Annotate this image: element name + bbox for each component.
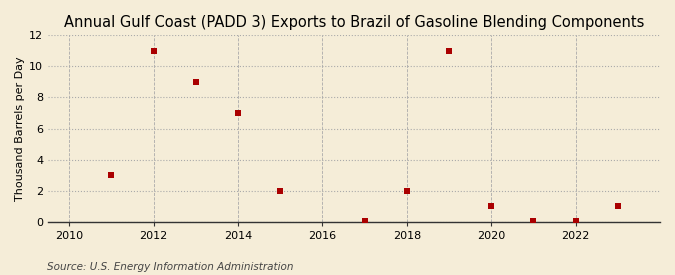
- Point: [359, 219, 370, 224]
- Point: [148, 49, 159, 53]
- Y-axis label: Thousand Barrels per Day: Thousand Barrels per Day: [15, 56, 25, 201]
- Point: [275, 188, 286, 193]
- Title: Annual Gulf Coast (PADD 3) Exports to Brazil of Gasoline Blending Components: Annual Gulf Coast (PADD 3) Exports to Br…: [64, 15, 644, 30]
- Point: [570, 219, 581, 224]
- Point: [402, 188, 412, 193]
- Point: [443, 49, 454, 53]
- Point: [190, 80, 201, 84]
- Point: [106, 173, 117, 177]
- Point: [612, 204, 623, 208]
- Point: [233, 111, 244, 115]
- Point: [486, 204, 497, 208]
- Text: Source: U.S. Energy Information Administration: Source: U.S. Energy Information Administ…: [47, 262, 294, 272]
- Point: [528, 219, 539, 224]
